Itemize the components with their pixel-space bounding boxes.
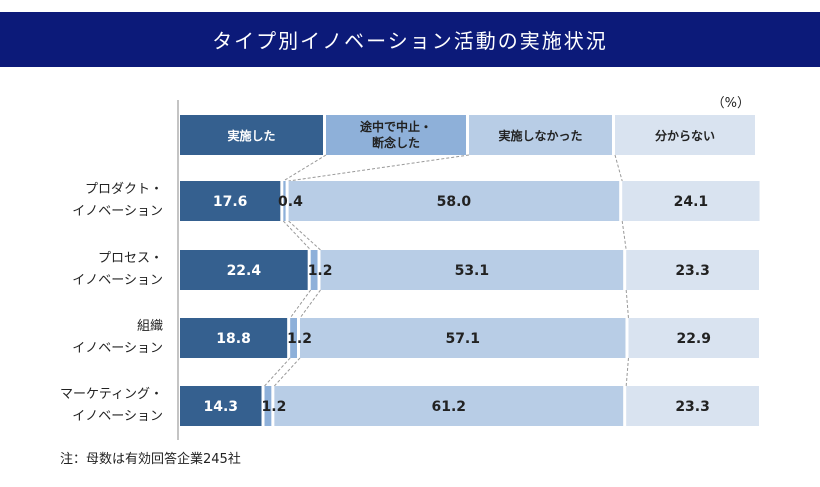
value-label: 58.0 [437,194,472,210]
category-label: 組織 [137,319,163,334]
value-label: 22.9 [676,331,711,347]
bar-segment [290,318,297,358]
value-label: 1.2 [308,263,333,279]
category-label: イノベーション [72,273,163,288]
bar-segment [320,250,624,290]
legend-label: 実施しなかった [498,128,582,143]
bar-segment [180,318,288,358]
unit-label: （%） [712,96,750,111]
category-label: イノベーション [72,409,163,424]
value-label: 23.3 [675,263,710,279]
chart-title-banner: タイプ別イノベーション活動の実施状況 [0,12,820,67]
connector-line [299,289,321,319]
bar-segment [274,386,624,426]
connector-line [288,154,470,182]
bar-segment [180,181,281,221]
category-label: プロダクト・ [85,182,163,197]
bar-segment [626,250,759,290]
legend-label: 途中で中止・ [360,119,432,134]
connector-line [288,220,321,251]
connector-line [289,289,312,319]
value-label: 57.1 [445,331,480,347]
value-label: 1.2 [287,331,312,347]
bar-segment [264,386,272,426]
legend-swatch [615,115,755,155]
value-label: 1.2 [262,399,287,415]
footnote: 注：母数は有効回答企業245社 [60,452,241,467]
category-label: プロセス・ [98,251,163,266]
bar-segment [300,318,626,358]
legend-swatch [326,115,466,155]
legend-label: 実施した [227,128,275,143]
connector-line [625,289,629,319]
value-label: 17.6 [213,194,248,210]
value-label: 22.4 [227,263,262,279]
value-label: 0.4 [278,194,303,210]
value-label: 53.1 [455,263,490,279]
connector-line [621,220,627,251]
bar-segment [180,386,262,426]
category-label: イノベーション [72,341,163,356]
bar-segment [310,250,318,290]
bar-segment [626,386,759,426]
legend-label: 断念した [372,135,420,150]
legend-swatch [180,115,323,155]
value-label: 14.3 [203,399,238,415]
connector-line [283,154,327,182]
value-label: 61.2 [431,399,466,415]
category-label: イノベーション [72,204,163,219]
connector-line [264,357,291,387]
bar-segment [283,181,286,221]
bar-segment [628,318,759,358]
legend-label: 分からない [655,128,715,143]
connector-line [614,154,623,182]
bar-segment [180,250,308,290]
legend-swatch [469,115,612,155]
category-label: マーケティング・ [60,387,163,402]
connector-line [282,220,312,251]
bar-segment [288,181,620,221]
connector-line [273,357,301,387]
bar-segment [622,181,760,221]
value-label: 18.8 [216,331,251,347]
value-label: 24.1 [674,194,709,210]
value-label: 23.3 [675,399,710,415]
connector-line [625,357,629,387]
chart-title: タイプ別イノベーション活動の実施状況 [212,29,608,53]
